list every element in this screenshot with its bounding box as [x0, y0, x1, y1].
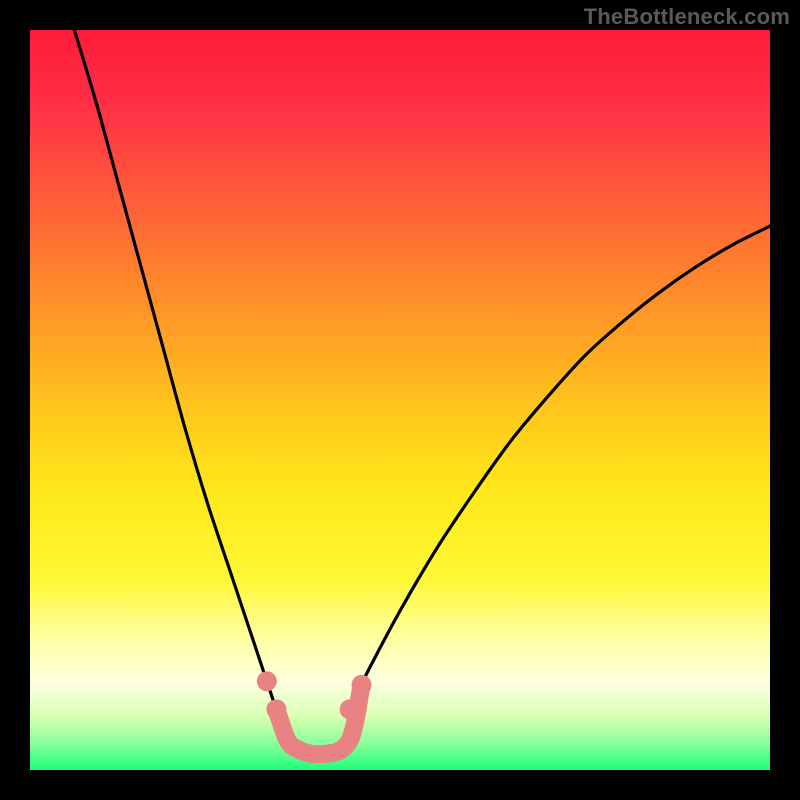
bottleneck-curve-chart	[0, 0, 800, 800]
highlight-dot-left-0	[257, 671, 277, 691]
watermark-text: TheBottleneck.com	[584, 4, 790, 30]
highlight-dot-left-1	[266, 699, 286, 719]
plot-background	[30, 30, 770, 770]
chart-container: TheBottleneck.com	[0, 0, 800, 800]
highlight-dot-right-1	[352, 675, 372, 695]
highlight-dot-right-0	[340, 699, 360, 719]
